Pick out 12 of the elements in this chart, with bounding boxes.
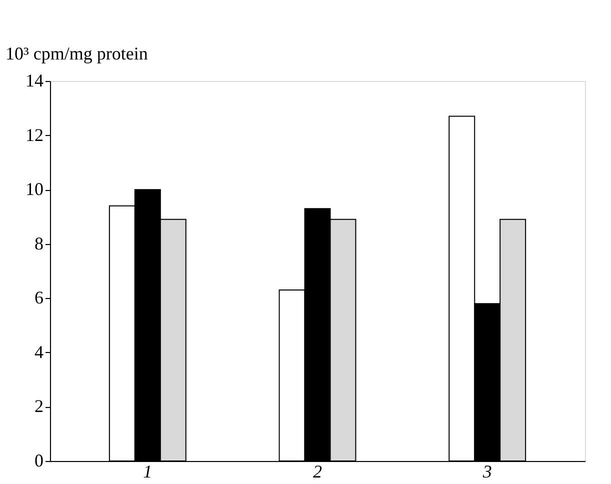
y-tick-label: 4	[34, 342, 44, 362]
y-tick-label: 10	[26, 179, 44, 200]
y-tick-label: 6	[34, 288, 44, 308]
x-tick-label: 2	[313, 462, 322, 482]
y-tick-label: 2	[34, 396, 44, 416]
y-tick-label: 12	[26, 124, 44, 145]
x-tick-label: 3	[482, 462, 492, 482]
y-tick-label: 0	[34, 450, 44, 470]
x-tick-label: 1	[143, 462, 152, 482]
y-tick-label: 14	[26, 70, 44, 90]
y-tick-label: 8	[34, 233, 44, 254]
y-axis-title: 10³ cpm/mg protein	[6, 44, 148, 64]
